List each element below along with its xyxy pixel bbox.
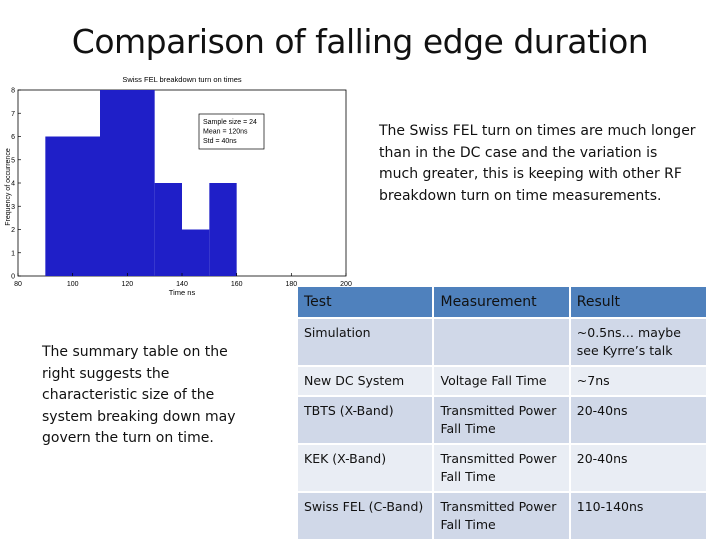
description-text: The Swiss FEL turn on times are much lon… bbox=[379, 123, 696, 204]
cell-result: 110-140ns bbox=[568, 493, 706, 541]
header-measurement: Measurement bbox=[432, 287, 569, 319]
cell-result: ~0.5ns… maybe see Kyrre’s talk bbox=[568, 319, 706, 367]
header-result: Result bbox=[568, 287, 706, 319]
table-row: New DC System Voltage Fall Time ~7ns bbox=[298, 367, 706, 397]
y-tick-label: 2 bbox=[11, 227, 15, 234]
x-tick-label: 160 bbox=[231, 281, 243, 288]
cell-measurement: Transmitted Power Fall Time bbox=[432, 445, 569, 493]
table-row: TBTS (X-Band) Transmitted Power Fall Tim… bbox=[298, 397, 706, 445]
cell-measurement: Transmitted Power Fall Time bbox=[432, 397, 569, 445]
y-tick-label: 8 bbox=[11, 88, 15, 95]
cell-result: 20-40ns bbox=[568, 397, 706, 445]
slide-title: Comparison of falling edge duration bbox=[71, 22, 649, 61]
histogram-chart: 0 1 2 3 4 5 6 7 8 80 100 120 140 160 180 200 Swiss FEL b… bbox=[0, 70, 360, 300]
x-tick-label: 140 bbox=[176, 281, 188, 288]
stats-box-line: Sample size = 24 bbox=[203, 119, 257, 126]
x-tick-label: 80 bbox=[14, 281, 22, 288]
y-tick-label: 7 bbox=[11, 111, 15, 118]
x-tick-label: 200 bbox=[340, 281, 352, 288]
cell-test: Swiss FEL (C-Band) bbox=[298, 493, 433, 541]
histogram-bar bbox=[209, 183, 237, 276]
chart-title: Swiss FEL breakdown turn on times bbox=[122, 75, 242, 84]
x-axis-label: Time ns bbox=[169, 288, 196, 297]
cell-measurement: Voltage Fall Time bbox=[432, 367, 569, 397]
cell-result: ~7ns bbox=[568, 367, 706, 397]
y-tick-label: 0 bbox=[11, 274, 15, 281]
y-tick-label: 1 bbox=[11, 250, 15, 257]
stats-box-line: Std = 40ns bbox=[203, 138, 237, 145]
histogram-bar bbox=[100, 90, 155, 276]
results-table: Test Measurement Result Simulation ~0.5n… bbox=[298, 287, 706, 541]
cell-measurement bbox=[432, 319, 569, 367]
histogram-bar bbox=[154, 183, 182, 276]
y-tick-label: 6 bbox=[11, 134, 15, 141]
y-tick-label: 4 bbox=[11, 181, 15, 188]
stats-box bbox=[198, 113, 265, 150]
stats-box-line: Mean = 120ns bbox=[203, 129, 248, 136]
cell-test: Simulation bbox=[298, 319, 433, 367]
histogram-bar bbox=[182, 229, 210, 276]
cell-test: KEK (X-Band) bbox=[298, 445, 433, 493]
x-tick-label: 180 bbox=[285, 281, 297, 288]
header-test: Test bbox=[298, 287, 433, 319]
y-tick-label: 5 bbox=[11, 157, 15, 164]
x-tick-label: 120 bbox=[121, 281, 133, 288]
histogram-bar bbox=[45, 136, 100, 276]
y-tick-label: 3 bbox=[11, 204, 15, 211]
cell-measurement: Transmitted Power Fall Time bbox=[432, 493, 569, 541]
table-row: KEK (X-Band) Transmitted Power Fall Time… bbox=[298, 445, 706, 493]
cell-test: TBTS (X-Band) bbox=[298, 397, 433, 445]
x-tick-label: 100 bbox=[67, 281, 79, 288]
cell-test: New DC System bbox=[298, 367, 433, 397]
summary-text: The summary table on the right suggests … bbox=[42, 344, 236, 446]
histogram-svg: 0 1 2 3 4 5 6 7 8 80 100 120 140 160 180 200 Swiss FEL b… bbox=[5, 75, 352, 297]
table-row: Simulation ~0.5ns… maybe see Kyrre’s tal… bbox=[298, 319, 706, 367]
table-header-row: Test Measurement Result bbox=[298, 287, 706, 319]
table-row: Swiss FEL (C-Band) Transmitted Power Fal… bbox=[298, 493, 706, 541]
y-axis-label: Frequency of occurrence bbox=[5, 148, 12, 226]
cell-result: 20-40ns bbox=[568, 445, 706, 493]
